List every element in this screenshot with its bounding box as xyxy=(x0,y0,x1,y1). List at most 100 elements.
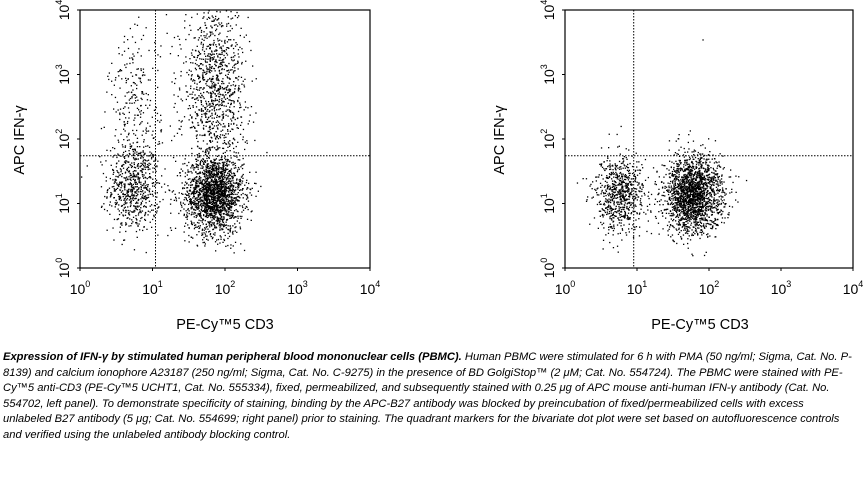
data-point xyxy=(627,188,629,191)
data-point xyxy=(222,207,224,209)
data-point xyxy=(112,156,114,158)
data-point xyxy=(206,70,208,73)
data-point xyxy=(147,122,149,124)
data-point xyxy=(632,236,635,238)
data-point xyxy=(234,155,236,157)
data-point xyxy=(226,174,228,176)
data-point xyxy=(139,220,141,222)
data-point xyxy=(191,93,193,95)
data-point xyxy=(197,196,199,198)
data-point xyxy=(221,170,223,173)
data-point xyxy=(123,123,125,126)
data-point xyxy=(114,135,116,137)
data-point xyxy=(223,95,225,97)
data-point xyxy=(634,195,636,197)
data-point xyxy=(693,219,695,221)
data-point xyxy=(161,175,163,177)
data-point xyxy=(226,164,228,166)
data-point xyxy=(214,170,216,172)
data-point xyxy=(204,178,207,180)
data-point xyxy=(228,47,230,49)
data-point xyxy=(140,204,142,206)
data-point xyxy=(127,171,130,173)
data-point xyxy=(225,191,227,193)
data-point xyxy=(134,210,136,212)
data-point xyxy=(211,216,214,218)
data-point xyxy=(618,212,620,214)
data-point xyxy=(216,206,218,208)
data-point xyxy=(211,137,213,139)
data-point xyxy=(613,201,615,203)
data-point xyxy=(215,44,217,46)
data-point xyxy=(143,226,145,228)
data-point xyxy=(237,61,239,63)
data-point xyxy=(255,171,257,173)
data-point xyxy=(185,222,187,224)
data-point xyxy=(205,61,207,63)
data-point xyxy=(213,206,215,208)
data-point xyxy=(619,172,621,175)
data-point xyxy=(213,184,215,186)
data-point xyxy=(238,195,240,198)
data-point xyxy=(140,113,142,115)
data-point xyxy=(209,66,211,68)
data-point xyxy=(626,183,628,185)
data-point xyxy=(621,175,623,178)
data-point xyxy=(240,180,242,182)
data-point xyxy=(229,205,231,207)
data-point xyxy=(606,211,608,213)
data-point xyxy=(151,209,153,211)
data-point xyxy=(228,189,231,191)
data-point xyxy=(706,206,708,208)
data-point xyxy=(145,172,147,174)
data-point xyxy=(132,149,134,151)
data-point xyxy=(608,173,611,175)
data-point xyxy=(620,193,622,195)
data-point xyxy=(198,205,200,207)
data-point xyxy=(133,162,135,164)
data-point xyxy=(628,209,630,211)
data-point xyxy=(120,133,122,135)
data-point xyxy=(621,195,623,197)
data-point xyxy=(695,179,697,182)
data-point xyxy=(139,116,142,118)
data-point xyxy=(183,116,186,118)
data-point xyxy=(226,65,228,68)
data-point xyxy=(126,167,129,170)
data-point xyxy=(146,163,149,166)
data-point xyxy=(126,217,128,219)
data-point xyxy=(129,145,131,147)
data-point xyxy=(203,91,205,94)
data-point xyxy=(195,158,198,160)
data-point xyxy=(641,205,643,207)
data-point xyxy=(131,192,133,194)
data-point xyxy=(215,138,217,140)
data-point xyxy=(198,81,201,83)
data-point xyxy=(197,164,199,167)
data-point xyxy=(128,170,131,172)
data-point xyxy=(228,190,230,192)
data-point xyxy=(233,172,235,174)
data-point xyxy=(196,199,198,202)
data-point xyxy=(612,184,614,186)
data-point xyxy=(703,227,705,229)
data-point xyxy=(136,114,139,116)
data-point xyxy=(228,188,230,190)
data-point xyxy=(195,204,198,206)
data-point xyxy=(222,202,224,204)
data-point xyxy=(212,16,214,19)
data-point xyxy=(144,191,146,193)
data-point xyxy=(618,168,621,170)
data-point xyxy=(218,65,220,68)
data-point xyxy=(680,178,682,181)
data-point xyxy=(615,184,617,187)
data-point xyxy=(640,208,642,210)
data-point xyxy=(214,193,216,195)
data-point xyxy=(630,191,632,194)
data-point xyxy=(197,201,200,203)
data-point xyxy=(223,88,225,90)
data-point xyxy=(622,167,624,169)
data-point xyxy=(218,91,220,93)
data-point xyxy=(101,205,103,207)
data-point xyxy=(610,210,612,212)
